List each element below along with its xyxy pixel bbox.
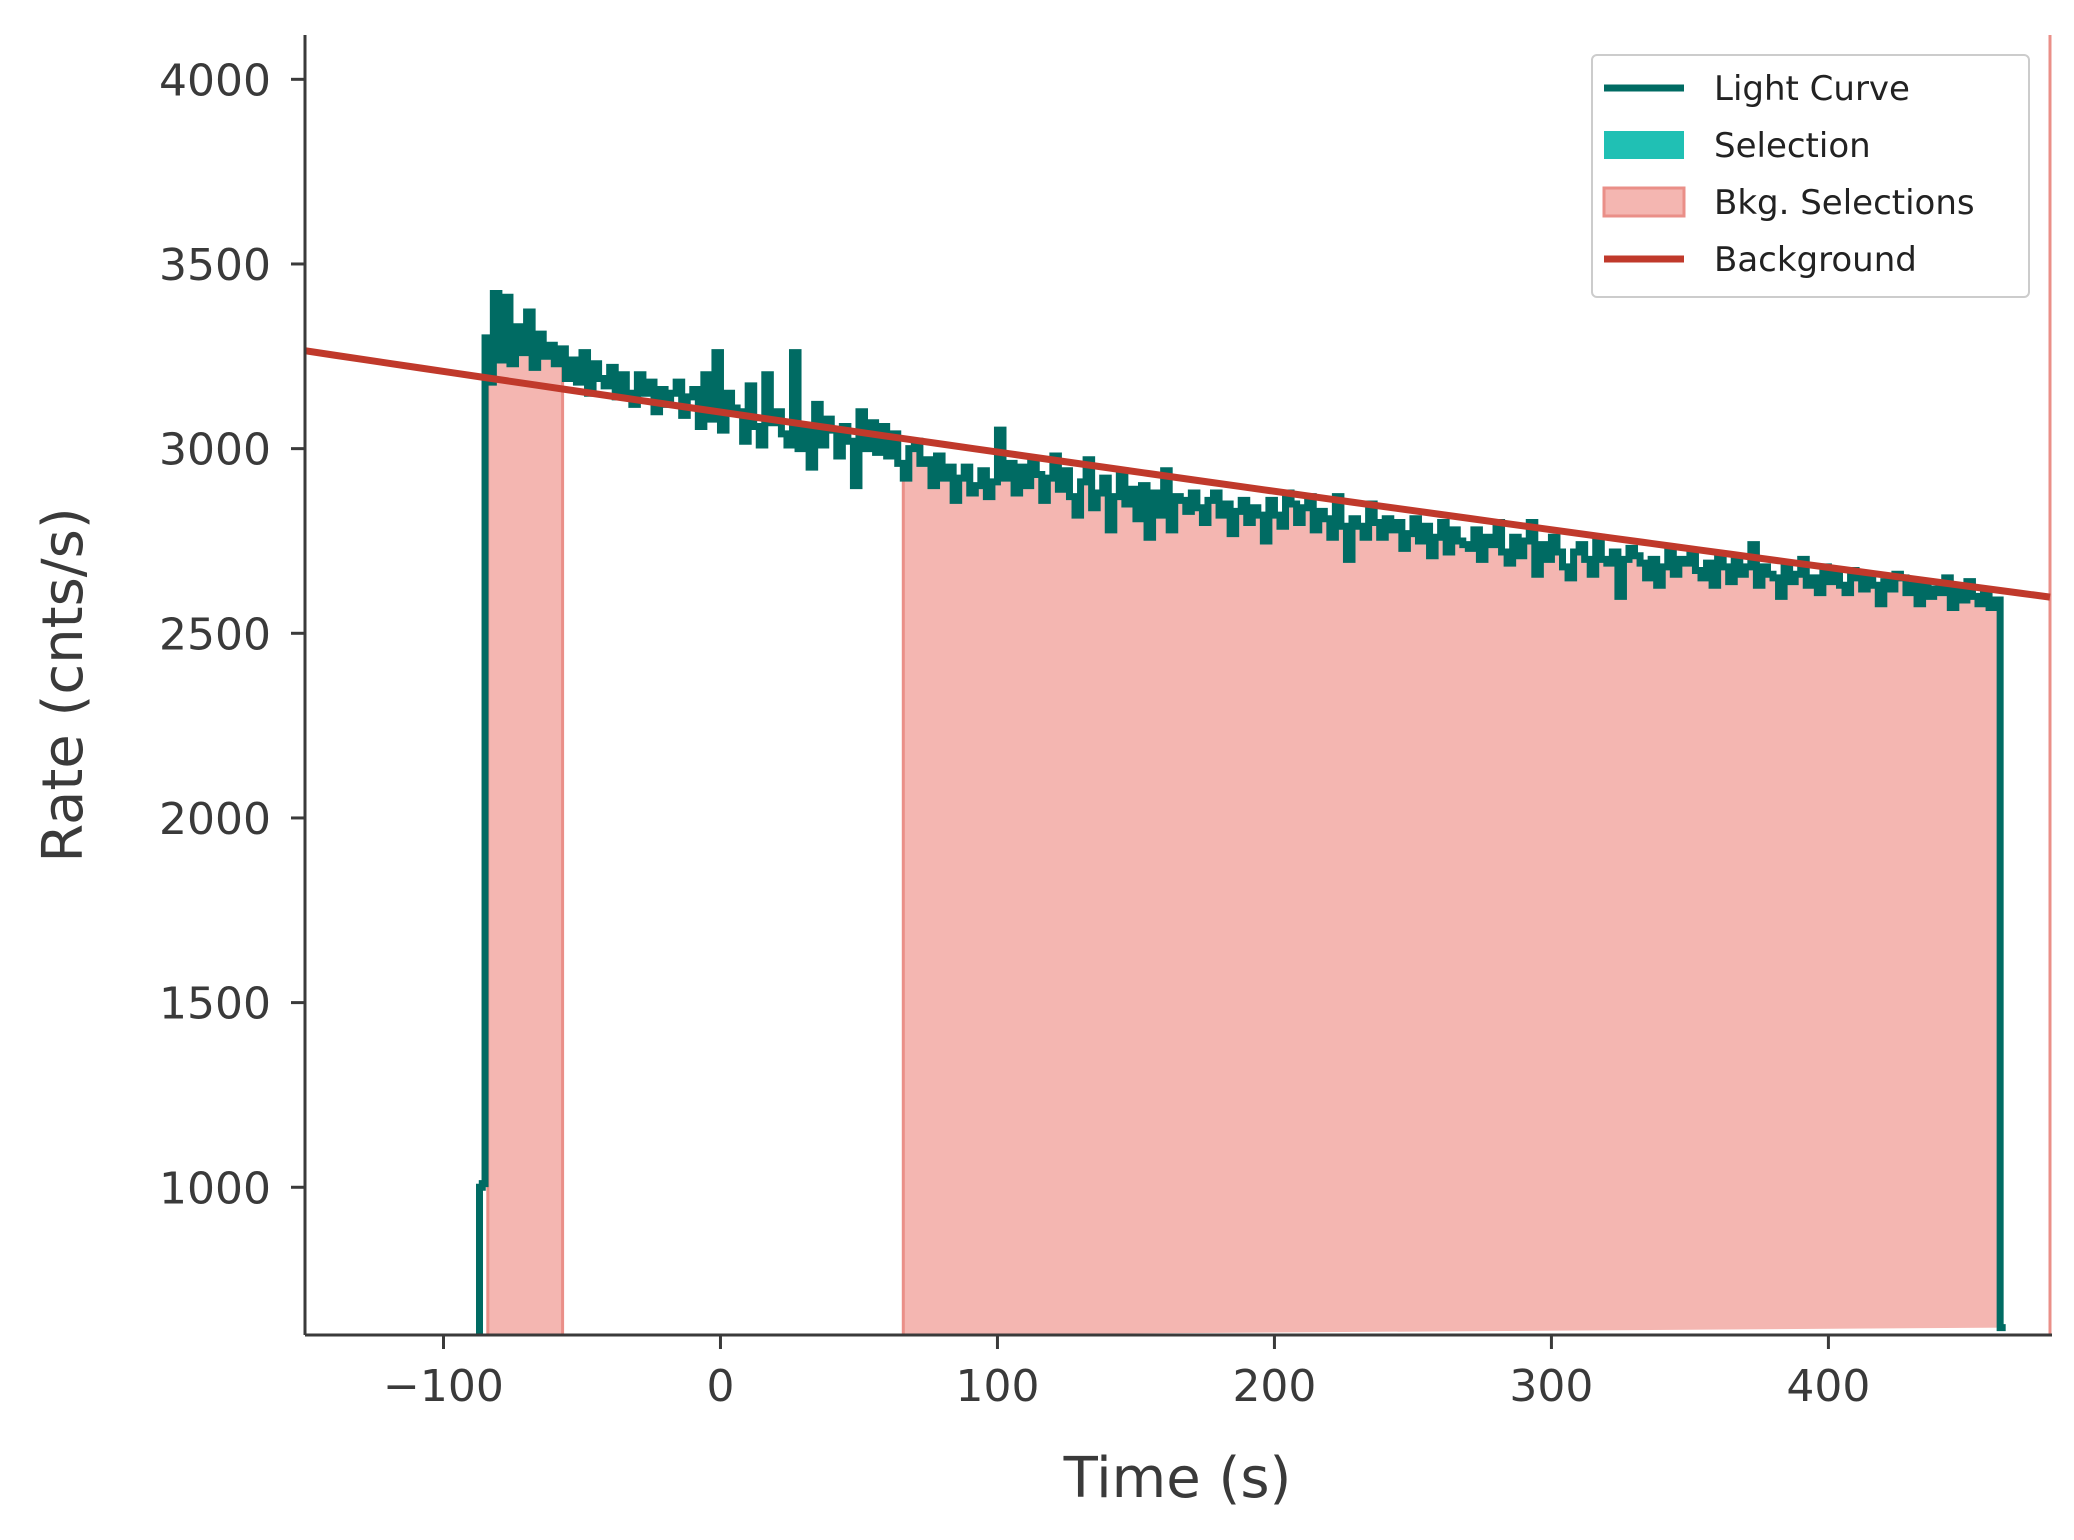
bkg-selection-2 — [903, 430, 2006, 1335]
plot-area — [305, 35, 2052, 1335]
bkg-selection-1 — [487, 293, 563, 1335]
plot-content — [305, 35, 2052, 1335]
y-axis-label: Rate (cnts/s) — [31, 507, 96, 862]
background-model-line — [305, 347, 2051, 601]
legend-label-bkg-selections: Bkg. Selections — [1714, 183, 1975, 223]
legend-label-background: Background — [1714, 240, 1917, 280]
x-tick-label: 200 — [1232, 1361, 1316, 1412]
y-tick-label: 2000 — [159, 794, 271, 845]
axes: −100 0 100 200 300 400 1000 1500 2000 2500 3000 350… — [159, 35, 2052, 1412]
y-tick-label: 2500 — [159, 609, 271, 660]
x-tick-label: 100 — [955, 1361, 1039, 1412]
x-tick-label: −100 — [383, 1361, 504, 1412]
y-tick-label: 3500 — [159, 240, 271, 291]
light-curve-line — [476, 290, 2006, 1335]
legend-swatch-bkg-selections — [1602, 186, 1686, 218]
legend-label-selection: Selection — [1714, 126, 1871, 166]
x-axis-label: Time (s) — [1063, 1446, 1292, 1511]
legend-box — [1591, 54, 2030, 298]
x-tick-label: 300 — [1509, 1361, 1593, 1412]
y-tick-label: 1500 — [159, 979, 271, 1030]
legend-label-light-curve: Light Curve — [1714, 69, 1910, 109]
legend-swatch-selection — [1604, 131, 1684, 159]
y-tick-label: 3000 — [159, 425, 271, 476]
legend: Light Curve Selection Bkg. Selections Backg… — [1591, 54, 2030, 298]
x-tick-label: 400 — [1786, 1361, 1870, 1412]
y-tick-label: 4000 — [159, 55, 271, 106]
x-tick-label: 0 — [706, 1361, 734, 1412]
y-tick-label: 1000 — [159, 1163, 271, 1214]
